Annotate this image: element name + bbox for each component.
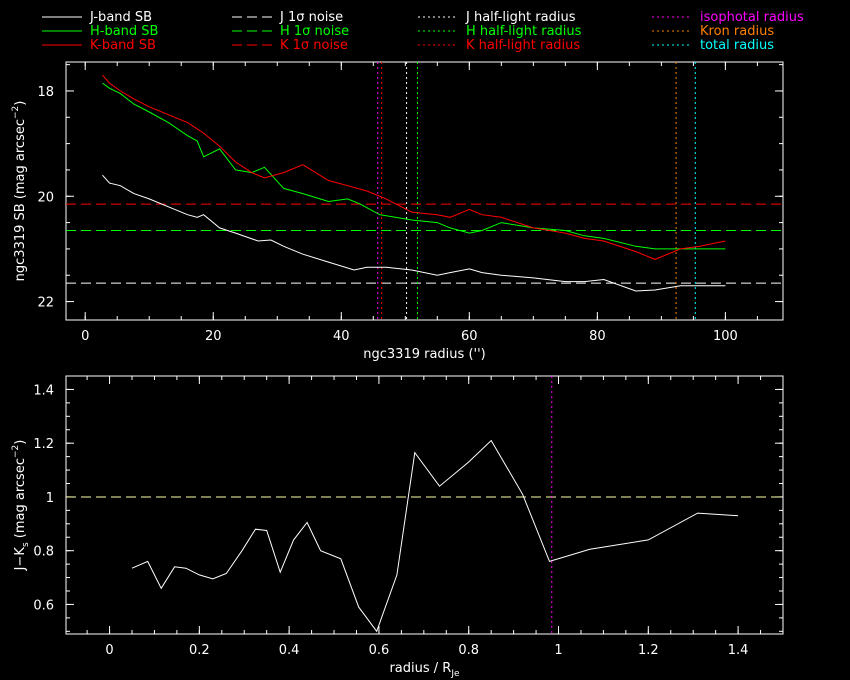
x-tick-label: 60 (461, 329, 478, 344)
legend-label: total radius (700, 38, 774, 53)
legend-label: J-band SB (89, 10, 152, 25)
x-tick-label: 40 (333, 329, 350, 344)
legend-label: H-band SB (90, 24, 158, 39)
y-tick-label: 1 (46, 491, 54, 506)
legend-label: K half-light radius (466, 38, 580, 53)
y-tick-label: 20 (37, 190, 54, 205)
x-tick-label: 0 (81, 329, 89, 344)
series-line (102, 174, 726, 292)
y-tick-label: 18 (37, 85, 54, 100)
series-line (102, 82, 726, 250)
series-line (131, 439, 739, 633)
y-tick-label: 0.6 (33, 598, 54, 613)
legend-label: H 1σ noise (280, 24, 349, 39)
x-tick-label: 1 (554, 643, 562, 658)
x-tick-label: 0.6 (369, 643, 390, 658)
y-tick-label: 22 (37, 296, 54, 311)
x-tick-label: 20 (205, 329, 222, 344)
legend-label: Kron radius (700, 24, 774, 39)
y-tick-label: 1.2 (33, 437, 54, 452)
surface-brightness-panel: 0 20 40 60 80 100 18 20 22 ngc3319 radius ('') ngc… (11, 61, 784, 362)
y-axis-label: ngc3319 SB (mag arcsec−2) (11, 101, 28, 282)
series-line (102, 74, 726, 260)
x-tick-label: 80 (589, 329, 606, 344)
x-tick-label: 100 (713, 329, 738, 344)
legend-label: H half-light radius (466, 24, 582, 39)
x-tick-label: 0 (105, 643, 113, 658)
y-tick-label: 1.4 (33, 383, 54, 398)
legend-label: K 1σ noise (280, 38, 348, 53)
y-tick-label: 0.8 (33, 545, 54, 560)
plot-frame (65, 375, 784, 635)
x-tick-label: 0.2 (189, 643, 210, 658)
legend-label: J 1σ noise (279, 10, 343, 25)
plot-frame (65, 61, 784, 321)
x-tick-label: 1.2 (638, 643, 659, 658)
legend-label: K-band SB (90, 38, 156, 53)
x-tick-label: 0.4 (279, 643, 300, 658)
x-axis-label: radius / RJe (389, 661, 460, 679)
x-axis-label: ngc3319 radius ('') (363, 347, 485, 362)
legend-label: J half-light radius (465, 10, 576, 25)
y-axis-label: J−Ks (mag arcsec−2) (11, 440, 31, 572)
legend-label: isophotal radius (700, 10, 804, 25)
x-tick-label: 1.4 (728, 643, 749, 658)
color-profile-panel: 0 0.2 0.4 0.6 0.8 1 1.2 1.4 0.6 0.8 1 1.2 1.4 radius … (11, 375, 784, 679)
x-tick-label: 0.8 (458, 643, 479, 658)
